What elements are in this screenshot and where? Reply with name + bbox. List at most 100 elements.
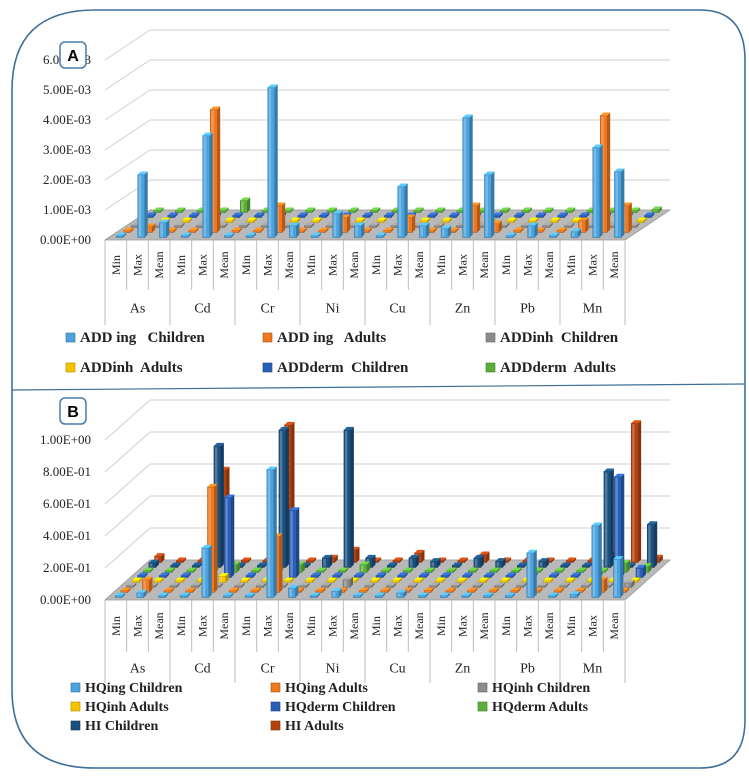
y-tick-label: 1.00E+00 [40,432,91,447]
x-subcategory-label: Max [456,254,470,276]
x-subcategory-label: Min [369,255,383,275]
bar-addderm-children [167,212,178,218]
x-subcategory-label: Max [131,615,145,637]
bar-hi-children [278,426,289,568]
bar-hi-children [603,468,614,568]
bar-hqderm-children [440,572,451,578]
bar-addinh-adults [181,217,192,223]
bar-hi-children [322,554,333,568]
bar-add-ing-adults [578,217,589,233]
bar-hqinh-adults [175,577,186,583]
x-subcategory-label: Max [196,615,210,637]
bar-hqing-adults [185,587,196,593]
bar-addinh-adults [376,217,387,223]
bar-add-ing-children [224,232,235,238]
bar-hqinh-adults [153,577,164,583]
bar-hqderm-children [375,572,386,578]
gridline-depth [104,89,151,121]
bar-hqinh-children [581,582,592,588]
bar-hi-children [387,562,398,568]
bar-hqing-children [331,588,342,598]
legend-label: ADD ing Children [80,330,205,346]
legend-swatch [270,682,281,693]
x-subcategory-label: Min [304,616,318,636]
legend-item: ADDinh Children [485,330,619,346]
bar-hi-children [495,558,506,568]
x-subcategory-label: Min [174,616,188,636]
bar-hqing-children [353,592,364,598]
bar-hqderm-adults [143,567,154,573]
bar-hqinh-children [191,582,202,588]
bar-hqinh-children [494,582,505,588]
bar-hqing-adults [467,587,478,593]
x-subcategory-label: Min [239,616,253,636]
x-subcategory-label: Max [586,254,600,276]
bar-addderm-adults [153,207,164,213]
bar-hqinh-adults [305,577,316,583]
bar-add-ing-adults [123,227,134,233]
bar-hqderm-children [462,572,473,578]
legend-item: ADDderm Adults [485,360,616,376]
x-subcategory-label: Max [521,254,535,276]
gridline-depth [104,59,151,91]
bar-hi-children [343,426,354,568]
x-group-label: As [130,662,146,677]
bar-hqinh-children [407,582,419,588]
legend-swatch [270,720,281,731]
bar-hqderm-children [505,572,516,578]
bar-add-ing-children [397,183,408,238]
x-group-label: Cu [389,302,405,317]
gridline-depth [104,149,151,181]
x-subcategory-label: Mean [607,251,621,278]
bar-hi-adults [630,420,642,563]
bar-addinh-children [304,222,315,228]
bar-add-ing-children [549,232,560,238]
bar-hqing-children [439,592,451,598]
bar-hqing-children [201,544,212,598]
legend-label: ADD ing Adults [277,330,386,346]
bar-addinh-children [434,222,445,228]
bar-hqing-children [374,592,386,598]
bar-hqing-children [136,589,147,598]
x-group-label: Cd [194,302,210,317]
gridline-depth [104,119,151,151]
bar-hi-children [170,562,181,568]
bar-add-ing-children [245,232,257,238]
x-subcategory-label: Mean [282,251,296,278]
panel-b: 0.00E+00 2.00E-01 4.00E-01 6.00E-01 8.00E-01… [40,399,672,734]
bar-hi-children [473,554,484,568]
bar-addderm-adults [348,207,359,213]
bar-addderm-adults [175,207,186,213]
legend-label: HQing Adults [285,681,368,696]
x-subcategory-label: Mean [477,612,491,639]
bar-add-ing-adults [188,227,199,233]
bar-hqinh-adults [565,577,576,583]
legend-label: ADDinh Adults [80,360,183,376]
legend-swatch [70,720,81,731]
bar-addderm-adults [500,207,511,213]
bar-hi-adults [154,553,165,563]
legend-label: HQinh Adults [85,700,169,715]
bar-hqing-children [526,549,537,598]
bar-addinh-adults [506,217,517,223]
x-subcategory-label: Mean [217,251,231,278]
x-subcategory-label: Min [174,255,188,275]
legend-swatch [65,332,76,343]
y-tick-label: 5.00E-03 [43,82,91,97]
bar-hqing-children [158,592,169,598]
x-subcategory-label: Mean [542,251,556,278]
bar-hqing-children [461,592,472,598]
panel-a-badge-text: A [67,48,79,65]
y-tick-label: 0.00E+00 [40,592,91,607]
x-subcategory-label: Max [456,615,470,637]
bar-hqing-children [288,584,299,598]
x-group-label: Cu [389,662,405,677]
bar-hqderm-adults [316,567,327,573]
bar-hqing-adults [488,587,500,593]
x-group-label: Pb [520,302,535,317]
x-subcategory-label: Mean [607,612,621,639]
x-subcategory-label: Max [131,254,145,276]
y-tick-label: 8.00E-01 [43,464,91,479]
bar-hqing-adults [315,587,326,593]
bar-hqing-children [591,522,602,598]
